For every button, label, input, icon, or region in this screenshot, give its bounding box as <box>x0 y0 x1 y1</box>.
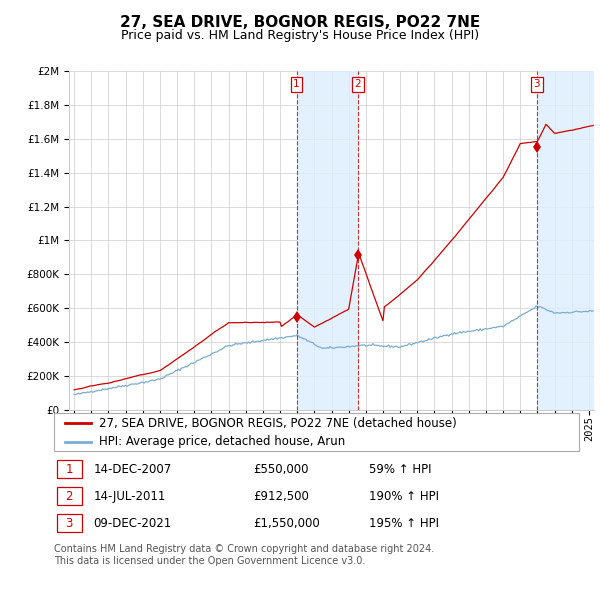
FancyBboxPatch shape <box>56 514 82 532</box>
FancyBboxPatch shape <box>56 460 82 478</box>
Text: Contains HM Land Registry data © Crown copyright and database right 2024.
This d: Contains HM Land Registry data © Crown c… <box>54 544 434 566</box>
Bar <box>296 71 358 410</box>
Text: HPI: Average price, detached house, Arun: HPI: Average price, detached house, Arun <box>98 435 345 448</box>
Text: 27, SEA DRIVE, BOGNOR REGIS, PO22 7NE: 27, SEA DRIVE, BOGNOR REGIS, PO22 7NE <box>120 15 480 30</box>
Text: 3: 3 <box>533 80 540 89</box>
Text: 1: 1 <box>293 80 300 89</box>
Text: £1,550,000: £1,550,000 <box>254 517 320 530</box>
Text: 2: 2 <box>65 490 73 503</box>
FancyBboxPatch shape <box>56 487 82 505</box>
Bar <box>536 71 594 410</box>
Text: 3: 3 <box>65 517 73 530</box>
Text: 14-DEC-2007: 14-DEC-2007 <box>94 463 172 476</box>
Text: £550,000: £550,000 <box>254 463 309 476</box>
Text: £912,500: £912,500 <box>254 490 310 503</box>
FancyBboxPatch shape <box>54 413 579 451</box>
Text: 59% ↑ HPI: 59% ↑ HPI <box>369 463 431 476</box>
Text: 1: 1 <box>65 463 73 476</box>
Text: 14-JUL-2011: 14-JUL-2011 <box>94 490 166 503</box>
Text: Price paid vs. HM Land Registry's House Price Index (HPI): Price paid vs. HM Land Registry's House … <box>121 30 479 42</box>
Text: 195% ↑ HPI: 195% ↑ HPI <box>369 517 439 530</box>
Text: 190% ↑ HPI: 190% ↑ HPI <box>369 490 439 503</box>
Text: 27, SEA DRIVE, BOGNOR REGIS, PO22 7NE (detached house): 27, SEA DRIVE, BOGNOR REGIS, PO22 7NE (d… <box>98 417 457 430</box>
Text: 2: 2 <box>355 80 361 89</box>
Text: 09-DEC-2021: 09-DEC-2021 <box>94 517 172 530</box>
